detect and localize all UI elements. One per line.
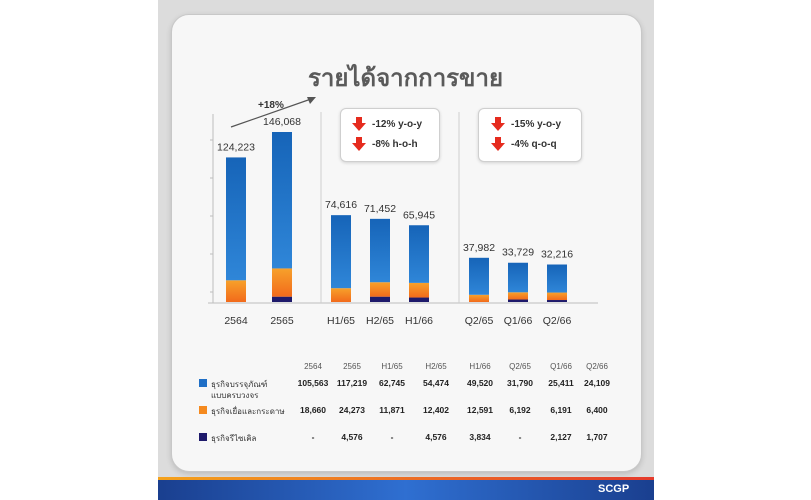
- footer-bar: [158, 480, 654, 500]
- bar-segment-packaging: [226, 157, 246, 281]
- table-header-cell: Q2/65: [509, 362, 531, 371]
- bar-segment-fiber: [331, 288, 351, 302]
- total-label: 71,452: [364, 203, 396, 215]
- yoy-annual-text: -12% y-o-y: [372, 119, 423, 130]
- legend-swatch: [199, 379, 207, 387]
- down-arrow-icon: [495, 137, 501, 143]
- down-arrow-icon: [356, 137, 362, 143]
- table-cell: 117,219: [336, 378, 368, 388]
- bar-segment-packaging: [409, 225, 429, 283]
- table-cell: 1,707: [586, 432, 608, 442]
- yoy-quarter-text: -15% y-o-y: [511, 119, 562, 130]
- growth-arrowhead: [307, 97, 316, 104]
- table-cell: 6,400: [586, 405, 608, 415]
- growth-label: +18%: [258, 100, 284, 111]
- total-label: 124,223: [217, 141, 255, 153]
- table-cell: 105,563: [297, 378, 329, 388]
- row-label: ธุรกิจบรรจุภัณฑ์: [211, 380, 268, 389]
- table-cell: 18,660: [300, 405, 326, 415]
- total-label: 74,616: [325, 199, 357, 211]
- bar-segment-packaging: [370, 218, 390, 283]
- table-cell: -: [518, 432, 522, 442]
- bar-segment-recycling: [272, 296, 292, 302]
- total-label: 32,216: [541, 249, 573, 261]
- table-cell: 24,273: [339, 405, 365, 415]
- table-cell: 31,790: [507, 378, 533, 388]
- bar-segment-recycling: [370, 296, 390, 302]
- change-box-annual: [340, 108, 440, 162]
- down-arrow-icon: [491, 143, 505, 151]
- down-arrow-icon: [491, 123, 505, 131]
- category-label: H1/66: [405, 315, 433, 327]
- hoh-text: -8% h-o-h: [372, 139, 418, 150]
- accent-stripe: [158, 477, 654, 480]
- table-header-cell: H1/65: [381, 362, 403, 371]
- total-label: 33,729: [502, 247, 534, 259]
- bar-segment-packaging: [331, 215, 351, 289]
- table-header-cell: 2565: [343, 362, 361, 371]
- table-cell: 49,520: [467, 378, 493, 388]
- bar-segment-recycling: [508, 299, 528, 302]
- growth-arrow: [230, 98, 312, 128]
- bar-segment-fiber: [370, 282, 390, 297]
- table-cell: 4,576: [425, 432, 447, 442]
- row-label-line2: แบบครบวงจร: [211, 391, 259, 400]
- table-cell: 11,871: [379, 405, 405, 415]
- bar-segment-fiber: [409, 282, 429, 298]
- table-header-cell: Q1/66: [550, 362, 572, 371]
- bar-segment-packaging: [469, 257, 489, 295]
- category-label: Q2/65: [465, 315, 494, 327]
- table-cell: 24,109: [584, 378, 610, 388]
- bar-segment-fiber: [469, 294, 489, 302]
- chart-title: รายได้จากการขาย: [308, 64, 503, 92]
- bar-segment-fiber: [508, 292, 528, 300]
- total-label: 37,982: [463, 242, 495, 254]
- row-label: ธุรกิจรีไซเคิล: [211, 434, 257, 443]
- category-label: Q2/66: [543, 315, 572, 327]
- row-label: ธุรกิจเยื่อและกระดาษ: [211, 407, 285, 416]
- table-header-cell: H1/66: [469, 362, 491, 371]
- brand-logo: SCGP: [598, 483, 630, 495]
- table-header-cell: 2564: [304, 362, 322, 371]
- down-arrow-icon: [352, 143, 366, 151]
- bar-segment-fiber: [272, 268, 292, 297]
- total-label: 146,068: [263, 116, 301, 128]
- total-label: 65,945: [403, 209, 435, 221]
- qoq-text: -4% q-o-q: [511, 139, 557, 150]
- category-label: H2/65: [366, 315, 394, 327]
- down-arrow-icon: [495, 117, 501, 123]
- legend-swatch: [199, 433, 207, 441]
- bar-segment-packaging: [508, 262, 528, 293]
- table-cell: -: [311, 432, 315, 442]
- table-cell: 12,402: [423, 405, 449, 415]
- change-box-quarter: [478, 108, 582, 162]
- table-cell: 3,834: [469, 432, 491, 442]
- category-label: 2564: [224, 315, 248, 327]
- bar-segment-fiber: [226, 280, 246, 302]
- down-arrow-icon: [352, 123, 366, 131]
- table-cell: 12,591: [467, 405, 493, 415]
- table-cell: 2,127: [550, 432, 572, 442]
- info-card: [171, 14, 642, 472]
- table-cell: 25,411: [548, 378, 574, 388]
- bar-segment-packaging: [547, 264, 567, 293]
- table-cell: 6,192: [509, 405, 531, 415]
- table-header-cell: H2/65: [425, 362, 447, 371]
- table-header-cell: Q2/66: [586, 362, 608, 371]
- bar-segment-recycling: [547, 300, 567, 302]
- legend-swatch: [199, 406, 207, 414]
- bar-segment-recycling: [409, 297, 429, 302]
- category-label: Q1/66: [504, 315, 533, 327]
- down-arrow-icon: [356, 117, 362, 123]
- table-cell: 4,576: [341, 432, 363, 442]
- category-label: H1/65: [327, 315, 355, 327]
- bar-segment-packaging: [272, 132, 292, 269]
- category-label: 2565: [270, 315, 294, 327]
- bar-segment-fiber: [547, 292, 567, 301]
- table-cell: -: [390, 432, 394, 442]
- table-cell: 6,191: [550, 405, 572, 415]
- table-cell: 62,745: [379, 378, 405, 388]
- table-cell: 54,474: [423, 378, 449, 388]
